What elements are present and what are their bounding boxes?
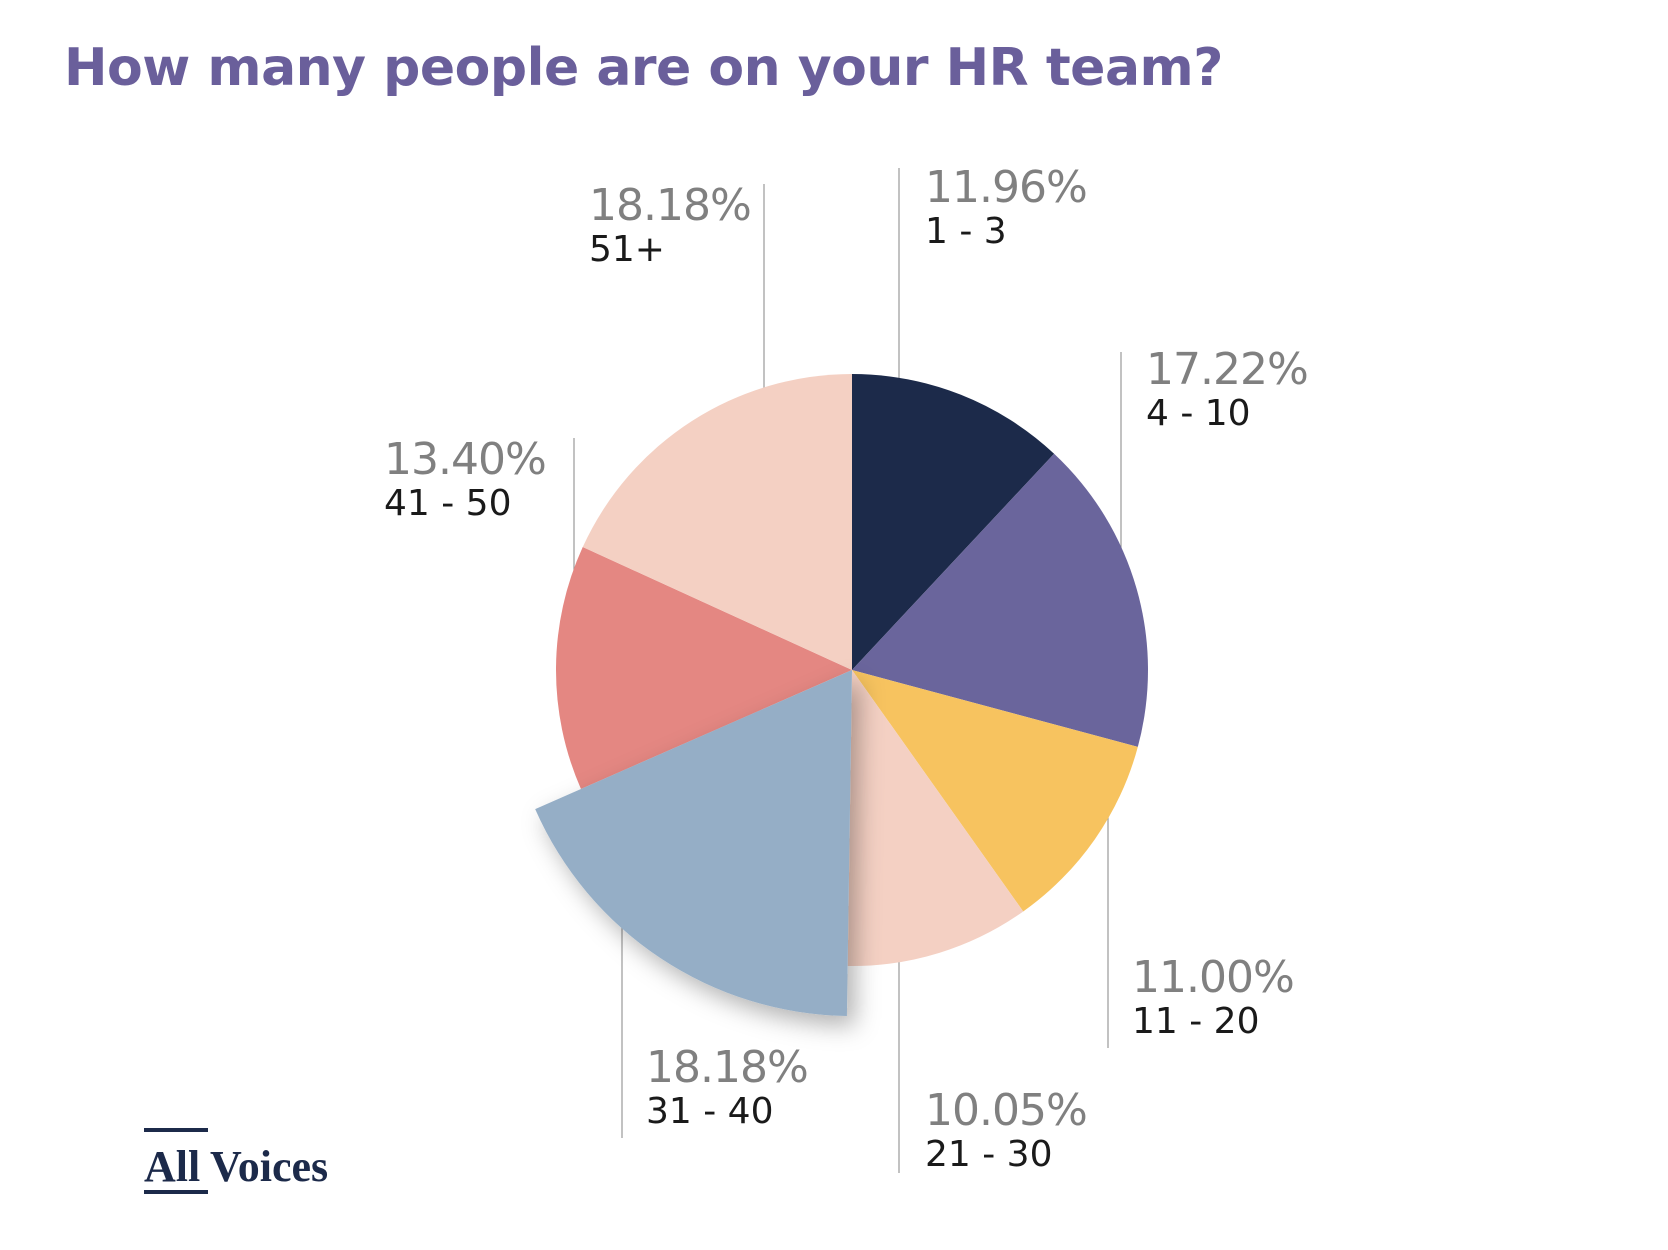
data-label-category: 41 - 50 bbox=[384, 483, 512, 524]
data-label: 18.18% 31 - 40 bbox=[646, 1042, 809, 1133]
data-label-percent: 11.00% bbox=[1132, 952, 1295, 1003]
pie-slice-1-3 bbox=[852, 374, 1055, 670]
data-label: 10.05% 21 - 30 bbox=[925, 1085, 1088, 1176]
logo-wordmark-all: All bbox=[144, 1142, 200, 1191]
data-label-percent: 18.18% bbox=[646, 1042, 809, 1093]
data-label: 11.96% 1 - 3 bbox=[925, 162, 1088, 253]
logo-wordmark-voices: Voices bbox=[210, 1142, 328, 1191]
data-label-category: 4 - 10 bbox=[1146, 393, 1251, 434]
data-label-percent: 18.18% bbox=[589, 180, 752, 231]
pie-slice-31-40 bbox=[535, 670, 852, 1016]
data-label-category: 11 - 20 bbox=[1132, 1001, 1260, 1042]
data-label: 18.18% 51+ bbox=[589, 180, 752, 271]
pie-slice-51 bbox=[582, 374, 852, 670]
logo-bottom-bar bbox=[144, 1190, 208, 1194]
data-label-percent: 10.05% bbox=[925, 1085, 1088, 1136]
data-label: 17.22% 4 - 10 bbox=[1146, 344, 1309, 435]
logo-top-bar bbox=[144, 1128, 208, 1132]
pie-slice-4-10 bbox=[852, 453, 1148, 747]
data-label-category: 31 - 40 bbox=[646, 1091, 774, 1132]
data-label: 13.40% 41 - 50 bbox=[384, 434, 547, 525]
pie-slice-21-30 bbox=[847, 670, 1024, 966]
data-label-category: 1 - 3 bbox=[925, 211, 1007, 252]
data-label-percent: 17.22% bbox=[1146, 344, 1309, 395]
data-label-percent: 11.96% bbox=[925, 162, 1088, 213]
data-label-category: 21 - 30 bbox=[925, 1134, 1053, 1175]
pie-slices bbox=[535, 374, 1148, 1016]
pie-slice-41-50 bbox=[556, 547, 852, 789]
chart-title: How many people are on your HR team? bbox=[64, 38, 1223, 98]
allvoices-logo: All Voices bbox=[144, 1128, 328, 1194]
data-label-category: 51+ bbox=[589, 229, 665, 270]
pie-slice-11-20 bbox=[852, 670, 1138, 912]
data-label: 11.00% 11 - 20 bbox=[1132, 952, 1295, 1043]
data-label-percent: 13.40% bbox=[384, 434, 547, 485]
